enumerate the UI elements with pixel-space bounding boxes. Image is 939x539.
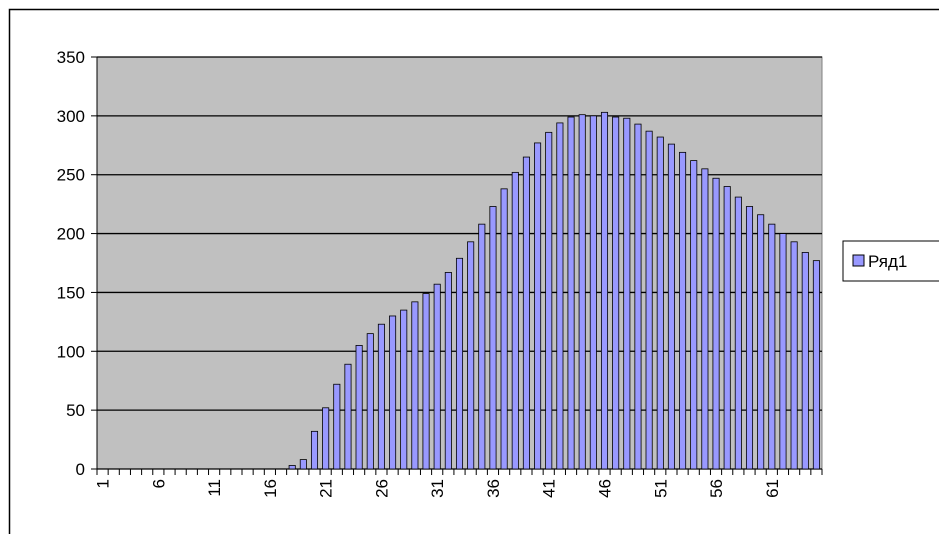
bar — [557, 123, 563, 469]
x-tick-label: 16 — [261, 479, 280, 498]
bar — [367, 334, 373, 469]
bar — [401, 310, 407, 469]
y-tick-label: 350 — [57, 48, 85, 67]
bar — [568, 117, 574, 469]
bar — [646, 131, 652, 469]
bar — [534, 143, 540, 469]
bar — [468, 242, 474, 469]
bar — [334, 384, 340, 469]
bar — [345, 364, 351, 469]
x-tick-label: 46 — [596, 479, 615, 498]
bar — [356, 345, 362, 469]
x-tick-label: 21 — [317, 479, 336, 498]
x-tick-label: 11 — [205, 479, 224, 497]
bar — [735, 197, 741, 469]
bar — [445, 272, 451, 469]
bar — [323, 408, 329, 469]
y-tick-label: 300 — [57, 107, 85, 126]
bar — [624, 118, 630, 469]
bar — [691, 161, 697, 469]
bar — [780, 234, 786, 469]
bar — [601, 112, 607, 469]
x-tick-label: 51 — [651, 479, 670, 498]
y-tick-label: 200 — [57, 225, 85, 244]
bar — [479, 224, 485, 469]
bar — [434, 284, 440, 469]
x-tick-label: 6 — [149, 479, 168, 488]
bar — [512, 172, 518, 469]
bar — [389, 316, 395, 469]
bar — [579, 115, 585, 469]
bar — [412, 302, 418, 469]
x-tick-label: 26 — [372, 479, 391, 498]
bar — [456, 258, 462, 469]
x-tick-label: 36 — [484, 479, 503, 498]
bar — [546, 132, 552, 469]
bar — [713, 178, 719, 469]
legend-label: Ряд1 — [868, 252, 907, 271]
bar — [590, 116, 596, 469]
bar — [724, 186, 730, 469]
bar — [679, 152, 685, 469]
legend-swatch — [853, 255, 864, 266]
bar — [813, 261, 819, 469]
x-tick-label: 56 — [707, 479, 726, 498]
bar — [758, 215, 764, 469]
x-tick-label: 41 — [540, 479, 559, 498]
bar — [311, 431, 317, 469]
bar — [791, 242, 797, 469]
y-tick-label: 50 — [66, 401, 85, 420]
x-tick-label: 61 — [763, 479, 782, 498]
bar — [613, 117, 619, 469]
bar — [746, 206, 752, 469]
y-tick-label: 250 — [57, 166, 85, 185]
bar — [423, 294, 429, 469]
bar — [501, 189, 507, 469]
y-tick-label: 100 — [57, 342, 85, 361]
bar — [769, 224, 775, 469]
bar — [300, 460, 306, 469]
x-tick-label: 1 — [94, 479, 113, 488]
bar — [802, 252, 808, 469]
bar — [523, 157, 529, 469]
bar — [702, 169, 708, 469]
bar — [490, 206, 496, 469]
bar — [378, 324, 384, 469]
bar — [657, 137, 663, 469]
y-tick-label: 0 — [76, 460, 85, 479]
bar — [668, 144, 674, 469]
bar — [289, 465, 295, 469]
bar — [635, 124, 641, 469]
x-tick-label: 31 — [428, 479, 447, 498]
y-tick-label: 150 — [57, 283, 85, 302]
